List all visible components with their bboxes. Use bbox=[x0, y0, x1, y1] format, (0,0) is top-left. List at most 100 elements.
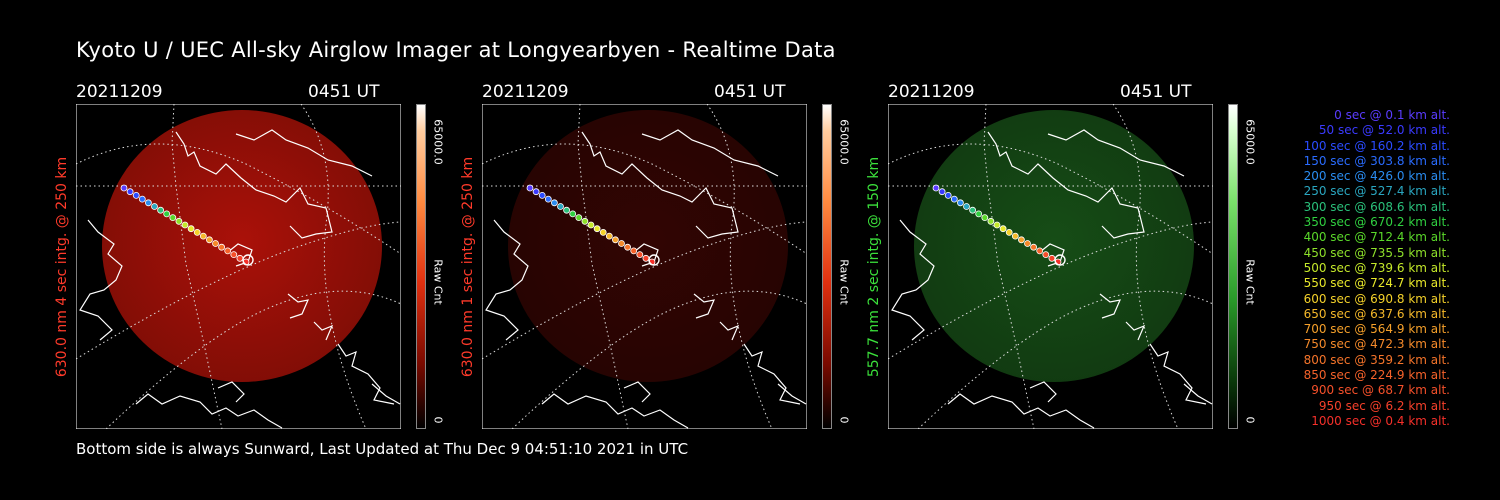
wavelength-label-text: 630.0 nm 4 sec intg. @ 250 km bbox=[54, 156, 70, 377]
legend-row: 250 sec @ 527.4 km alt. bbox=[1303, 184, 1450, 199]
trajectory-legend: 0 sec @ 0.1 km alt. 50 sec @ 52.0 km alt.… bbox=[1260, 108, 1450, 429]
coastlines bbox=[79, 129, 401, 429]
wavelength-label: 630.0 nm 4 sec intg. @ 250 km bbox=[52, 104, 72, 429]
trajectory-dot bbox=[987, 217, 995, 225]
legend-row: 950 sec @ 6.2 km alt. bbox=[1318, 398, 1450, 413]
trajectory-dot bbox=[169, 214, 177, 221]
legend-row: 0 sec @ 0.1 km alt. bbox=[1334, 108, 1450, 122]
trajectory-dot bbox=[1024, 240, 1031, 247]
wavelength-label: 630.0 nm 1 sec intg. @ 250 km bbox=[458, 104, 478, 429]
trajectory-dot bbox=[963, 203, 970, 210]
legend-row: 150 sec @ 303.8 km alt. bbox=[1303, 153, 1450, 168]
graticule bbox=[76, 104, 401, 429]
trajectory-dot bbox=[538, 192, 546, 199]
colorbar-min-label: 0 bbox=[428, 416, 448, 424]
panel-time: 0451 UT bbox=[308, 82, 380, 102]
allsky-panel-1: 20211209 0451 UT 630.0 nm 4 sec intg. @ 25… bbox=[54, 82, 481, 430]
trajectory-dot bbox=[938, 188, 946, 196]
trajectory bbox=[526, 184, 656, 266]
trajectory-dot bbox=[957, 199, 964, 207]
trajectory-dot bbox=[993, 221, 1001, 229]
trajectory-dot bbox=[1036, 247, 1044, 255]
colorbar-text: 0 bbox=[1243, 416, 1257, 424]
trajectory-dot bbox=[145, 199, 152, 207]
trajectory-dot bbox=[944, 192, 952, 199]
colorbar-text: Raw Cnt bbox=[431, 259, 445, 305]
legend-row: 400 sec @ 712.4 km alt. bbox=[1303, 230, 1450, 245]
trajectory-dot bbox=[581, 217, 589, 225]
allsky-map bbox=[76, 104, 401, 429]
page-title: Kyoto U / UEC All-sky Airglow Imager at … bbox=[76, 38, 836, 62]
colorbar-unit-label: Raw Cnt bbox=[834, 259, 854, 305]
allsky-map bbox=[888, 104, 1213, 429]
colorbar-text: 0 bbox=[431, 416, 445, 424]
legend-row: 600 sec @ 690.8 km alt. bbox=[1303, 291, 1450, 306]
trajectory-dot bbox=[624, 243, 632, 251]
colorbar bbox=[1228, 104, 1238, 429]
colorbar bbox=[822, 104, 832, 429]
trajectory-dot bbox=[187, 225, 195, 233]
trajectory-dot bbox=[181, 221, 189, 229]
colorbar bbox=[416, 104, 426, 429]
coastlines bbox=[891, 129, 1213, 429]
colorbar-max-label: 65000.0 bbox=[834, 119, 854, 165]
colorbar-unit-label: Raw Cnt bbox=[428, 259, 448, 305]
legend-row: 450 sec @ 735.5 km alt. bbox=[1303, 245, 1450, 260]
graticule bbox=[482, 104, 807, 429]
wavelength-label-text: 557.7 nm 2 sec intg. @ 150 km bbox=[866, 156, 882, 377]
colorbar-text: 65000.0 bbox=[431, 119, 445, 165]
trajectory-dot bbox=[618, 240, 625, 247]
colorbar-text: 0 bbox=[837, 416, 851, 424]
trajectory-dot bbox=[605, 232, 613, 240]
panel-time: 0451 UT bbox=[1120, 82, 1192, 102]
trajectory-dot bbox=[126, 188, 134, 196]
station-marker bbox=[1054, 254, 1066, 266]
trajectory-dot bbox=[642, 254, 650, 262]
allsky-panel-3: 20211209 0451 UT 557.7 nm 2 sec intg. @ 15… bbox=[866, 82, 1293, 430]
panel-date: 20211209 bbox=[482, 82, 569, 102]
trajectory-dot bbox=[1005, 228, 1013, 236]
trajectory-dot bbox=[611, 236, 619, 244]
trajectory-dot bbox=[551, 199, 558, 207]
trajectory-dot bbox=[205, 236, 213, 244]
trajectory-dot bbox=[230, 251, 238, 259]
colorbar-text: 65000.0 bbox=[837, 119, 851, 165]
wavelength-label-text: 630.0 nm 1 sec intg. @ 250 km bbox=[460, 156, 476, 377]
legend-row: 1000 sec @ 0.4 km alt. bbox=[1311, 413, 1450, 428]
legend-row: 500 sec @ 739.6 km alt. bbox=[1303, 260, 1450, 275]
trajectory-dot bbox=[636, 251, 644, 259]
trajectory-dot bbox=[1011, 232, 1019, 240]
trajectory-dot bbox=[544, 195, 552, 203]
trajectory-dot bbox=[526, 184, 534, 192]
trajectory-dot bbox=[236, 254, 244, 262]
legend-row: 100 sec @ 160.2 km alt. bbox=[1303, 138, 1450, 153]
trajectory bbox=[932, 184, 1062, 266]
trajectory-dot bbox=[1030, 243, 1038, 251]
trajectory-dot bbox=[224, 247, 232, 255]
legend-row: 650 sec @ 637.6 km alt. bbox=[1303, 306, 1450, 321]
trajectory-dot bbox=[557, 203, 564, 210]
trajectory-dot bbox=[1048, 254, 1056, 262]
legend-row: 350 sec @ 670.2 km alt. bbox=[1303, 215, 1450, 230]
legend-row: 750 sec @ 472.3 km alt. bbox=[1303, 337, 1450, 352]
station-marker bbox=[648, 254, 660, 266]
trajectory-dot bbox=[593, 225, 601, 233]
trajectory-dot bbox=[163, 210, 171, 218]
trajectory-dot bbox=[630, 247, 638, 255]
legend-row: 900 sec @ 68.7 km alt. bbox=[1311, 383, 1450, 398]
trajectory-dot bbox=[1017, 236, 1025, 244]
trajectory-dot bbox=[199, 232, 207, 240]
colorbar-unit-label: Raw Cnt bbox=[1240, 259, 1260, 305]
trajectory-dot bbox=[575, 214, 583, 221]
trajectory-dot bbox=[218, 243, 226, 251]
colorbar-max-label: 65000.0 bbox=[428, 119, 448, 165]
colorbar-text: Raw Cnt bbox=[837, 259, 851, 305]
trajectory-dot bbox=[981, 214, 989, 221]
trajectory-dot bbox=[563, 206, 570, 214]
legend-row: 300 sec @ 608.6 km alt. bbox=[1303, 199, 1450, 214]
trajectory-dot bbox=[193, 228, 201, 236]
legend-row: 550 sec @ 724.7 km alt. bbox=[1303, 276, 1450, 291]
legend-row: 50 sec @ 52.0 km alt. bbox=[1318, 123, 1450, 138]
station-marker bbox=[242, 254, 254, 266]
trajectory-dot bbox=[587, 221, 595, 229]
